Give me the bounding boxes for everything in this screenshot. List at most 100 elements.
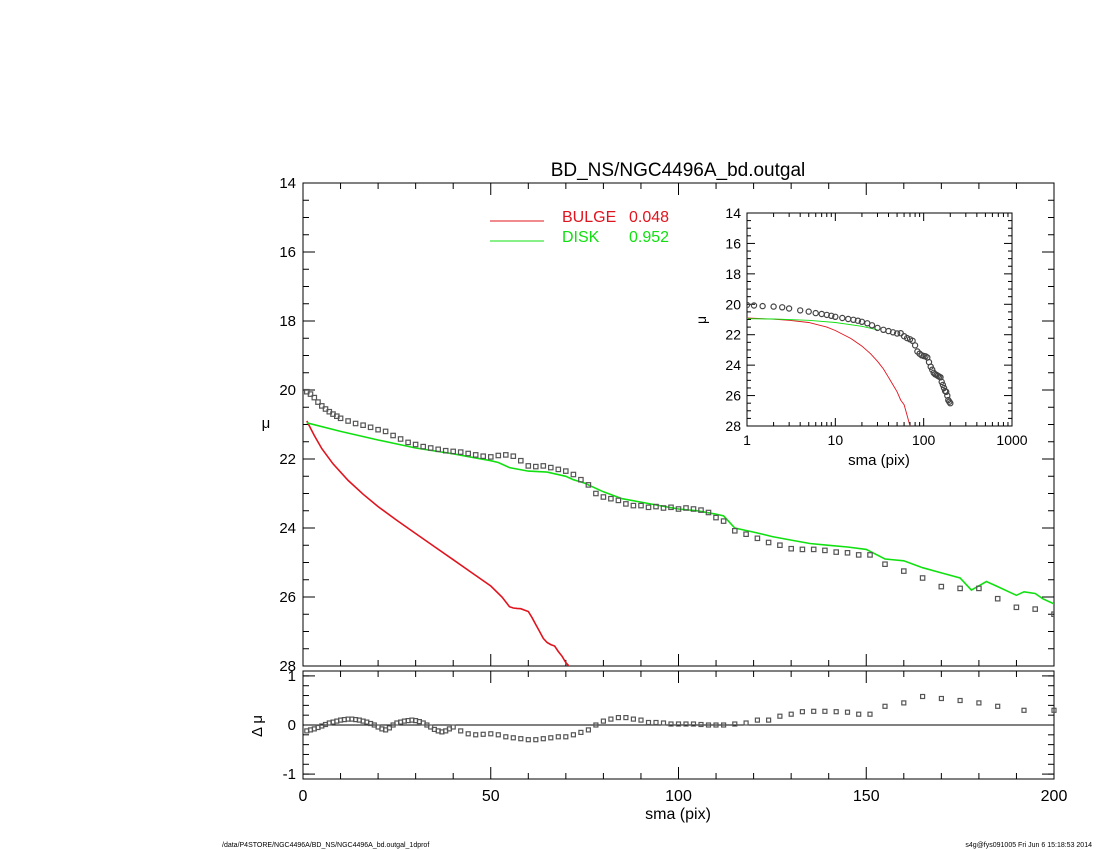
residual-point — [585, 727, 592, 733]
residual-point — [976, 700, 982, 706]
data-point — [765, 539, 772, 546]
inset-data-point — [839, 314, 846, 322]
residual-point — [593, 722, 599, 728]
residual-point — [488, 731, 494, 737]
x-axis-label: sma (pix) — [645, 806, 711, 823]
inset-data-point — [812, 309, 819, 317]
data-point — [994, 595, 1001, 602]
data-point — [412, 441, 419, 448]
residual-point — [1051, 707, 1057, 713]
data-point — [938, 583, 945, 590]
residual-y-tick-label: 0 — [288, 717, 296, 734]
data-point — [777, 542, 783, 549]
inset-data-point — [889, 329, 897, 336]
data-point — [645, 504, 652, 511]
data-point — [472, 452, 479, 458]
inset-x-tick-label: 10 — [828, 432, 844, 448]
main-y-tick-label: 26 — [279, 589, 296, 606]
residual-point — [458, 728, 464, 734]
residual-point — [386, 725, 392, 731]
data-point — [427, 445, 434, 451]
data-point — [638, 502, 644, 509]
inset-data-point — [939, 381, 947, 389]
residual-point — [788, 711, 794, 717]
data-point — [319, 403, 325, 409]
inset-y-tick-label: 18 — [725, 266, 741, 282]
residual-point — [705, 722, 712, 728]
legend-value-disk: 0.952 — [629, 229, 669, 246]
residual-point — [518, 736, 524, 742]
inset-data-point — [893, 330, 901, 337]
inset-x-axis-label: sma (pix) — [848, 452, 910, 469]
data-point — [608, 495, 614, 502]
footer-timestamp: s4g@fys091005 Fri Jun 6 15:18:53 2014 — [965, 842, 1092, 849]
data-point — [397, 436, 404, 442]
data-point — [882, 561, 888, 568]
main-y-tick-label: 18 — [279, 313, 296, 330]
residual-point — [844, 709, 851, 715]
data-point — [532, 463, 539, 470]
inset-series-line — [747, 317, 911, 426]
data-point — [630, 502, 637, 509]
data-point — [976, 585, 982, 592]
data-point — [810, 546, 817, 553]
inset-x-tick-label: 1 — [743, 432, 751, 448]
residual-y-tick-label: 1 — [288, 668, 296, 685]
inset-data-point — [832, 313, 839, 320]
data-point — [337, 415, 344, 422]
data-point — [957, 585, 963, 592]
residual-point — [698, 721, 704, 728]
residual-point — [645, 719, 652, 726]
data-point — [503, 452, 509, 458]
inset-y-tick-label: 20 — [725, 296, 741, 312]
data-point — [690, 506, 697, 512]
residual-point — [608, 716, 614, 722]
x-tick-label: 100 — [665, 788, 692, 805]
residual-y-tick-label: -1 — [283, 766, 296, 783]
inset-y-tick-label: 28 — [725, 418, 741, 434]
inset-data-point — [868, 322, 876, 329]
inset-data-point — [874, 324, 881, 332]
series-line-disk — [306, 422, 1054, 605]
data-point — [525, 463, 532, 469]
inset-data-point — [805, 308, 812, 315]
residual-point — [777, 713, 783, 719]
data-point — [367, 424, 374, 431]
data-point — [555, 466, 562, 473]
legend-label-disk: DISK — [562, 229, 600, 246]
data-point — [510, 453, 517, 460]
inset-data-point — [903, 334, 911, 342]
data-point — [585, 482, 592, 488]
data-point — [442, 447, 449, 454]
inset-data-point — [828, 312, 835, 319]
residual-point — [570, 732, 577, 738]
data-point — [1032, 606, 1039, 612]
residual-point — [600, 718, 607, 724]
inset-data-point — [759, 302, 766, 310]
residual-point — [1021, 707, 1027, 713]
data-point — [822, 547, 828, 554]
data-point — [799, 546, 806, 553]
legend-value-bulge: 0.048 — [629, 209, 669, 226]
residual-point — [995, 703, 1001, 709]
x-tick-label: 50 — [482, 788, 500, 805]
inset-data-point — [929, 366, 936, 373]
data-point — [731, 527, 738, 534]
residual-point — [743, 720, 749, 726]
data-point — [465, 450, 472, 457]
inset-data-point — [854, 317, 862, 324]
residual-point — [533, 737, 539, 743]
inset-y-tick-label: 26 — [725, 388, 741, 404]
data-point — [844, 549, 851, 556]
residual-point — [811, 708, 817, 714]
inset-y-axis-label: μ — [693, 316, 709, 324]
residual-point — [867, 711, 873, 717]
data-point — [450, 448, 457, 455]
main-plot-area — [304, 388, 1054, 666]
inset-x-tick-label: 1000 — [996, 432, 1027, 448]
data-point — [315, 399, 321, 405]
chart-title: BD_NS/NGC4496A_bd.outgal — [551, 160, 806, 181]
data-point — [382, 428, 389, 435]
